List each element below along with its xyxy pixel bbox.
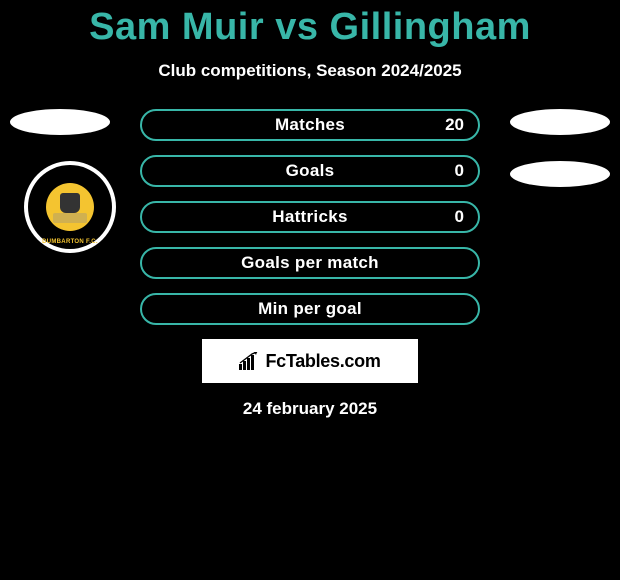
date: 24 february 2025 bbox=[0, 399, 620, 419]
bar-chart-icon bbox=[239, 352, 261, 370]
page-title: Sam Muir vs Gillingham bbox=[0, 0, 620, 49]
player-photo-placeholder-left bbox=[10, 109, 110, 135]
stat-row-goals: Goals 0 bbox=[140, 155, 480, 187]
stat-value: 20 bbox=[445, 111, 464, 139]
team-photo-placeholder-right-2 bbox=[510, 161, 610, 187]
crest-ring-text: DUMBARTON F.C. bbox=[28, 239, 112, 245]
club-crest: DUMBARTON F.C. bbox=[24, 161, 116, 253]
subtitle: Club competitions, Season 2024/2025 bbox=[0, 61, 620, 81]
stat-label: Matches bbox=[275, 115, 345, 135]
stat-row-min-per-goal: Min per goal bbox=[140, 293, 480, 325]
stat-value: 0 bbox=[455, 203, 464, 231]
stat-row-hattricks: Hattricks 0 bbox=[140, 201, 480, 233]
brand-box: FcTables.com bbox=[202, 339, 418, 383]
stat-label: Goals bbox=[286, 161, 335, 181]
stat-label: Goals per match bbox=[241, 253, 379, 273]
team-photo-placeholder-right-1 bbox=[510, 109, 610, 135]
stat-label: Hattricks bbox=[272, 207, 347, 227]
stat-row-matches: Matches 20 bbox=[140, 109, 480, 141]
stat-value: 0 bbox=[455, 157, 464, 185]
content: DUMBARTON F.C. Matches 20 Goals 0 Hattri… bbox=[0, 109, 620, 419]
stat-rows: Matches 20 Goals 0 Hattricks 0 Goals per… bbox=[140, 109, 480, 325]
brand-text: FcTables.com bbox=[265, 351, 380, 372]
stat-row-goals-per-match: Goals per match bbox=[140, 247, 480, 279]
stat-label: Min per goal bbox=[258, 299, 362, 319]
